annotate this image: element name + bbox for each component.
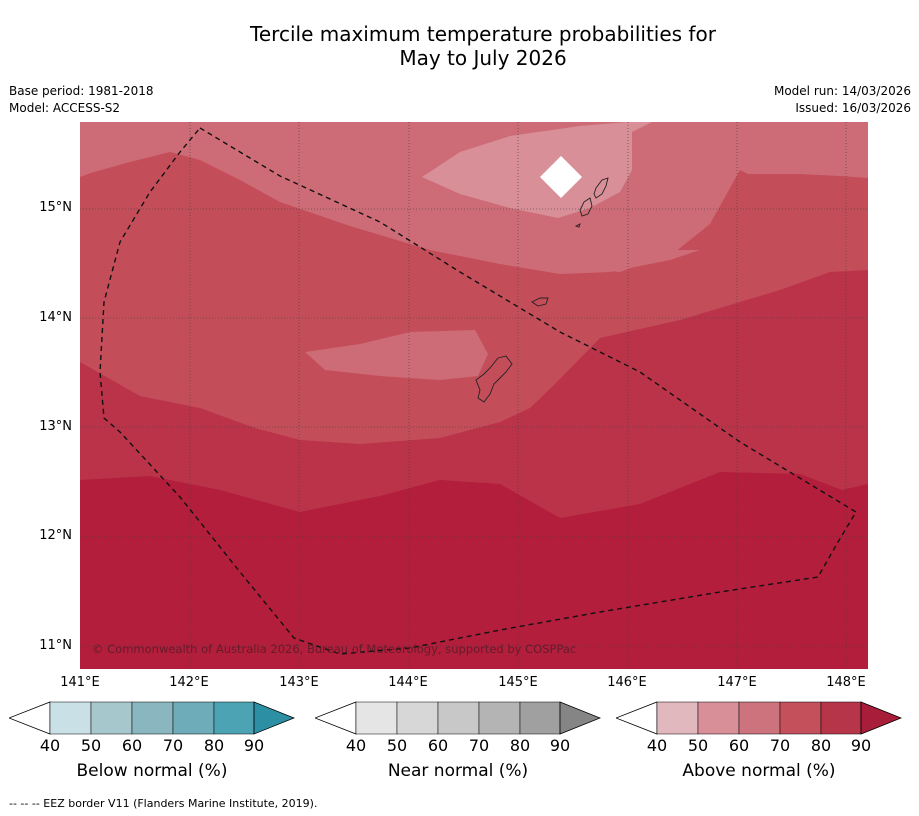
lon-label-145: 145°E [498, 675, 538, 690]
copyright-text: © Commonwealth of Australia 2026, Bureau… [92, 642, 576, 656]
island-guam [475, 355, 513, 403]
lon-label-143: 143°E [279, 675, 319, 690]
island-tinian [579, 197, 593, 217]
meta-right: Model run: 14/03/2026 Issued: 16/03/2026 [774, 83, 911, 117]
colorbar-above [616, 701, 902, 735]
island-rota [531, 297, 549, 307]
lon-label-142: 142°E [169, 675, 209, 690]
eez-border [99, 127, 857, 655]
cb-above-tick-50: 50 [687, 736, 709, 755]
cb-above-tick-80: 80 [810, 736, 832, 755]
cb-near-tick-90: 90 [549, 736, 571, 755]
colorbar-above-label: Above normal (%) [682, 761, 836, 781]
colorbar-below-label: Below normal (%) [76, 761, 228, 781]
meta-left: Base period: 1981-2018 Model: ACCESS-S2 [9, 83, 154, 117]
lat-label-11: 11°N [39, 638, 72, 653]
cb-near-tick-60: 60 [427, 736, 449, 755]
issued-date: Issued: 16/03/2026 [795, 101, 911, 115]
cb-below-tick-80: 80 [203, 736, 225, 755]
lat-label-13: 13°N [39, 419, 72, 434]
lon-label-144: 144°E [388, 675, 428, 690]
lat-label-15: 15°N [39, 200, 72, 215]
cb-above-tick-60: 60 [728, 736, 750, 755]
chart-title: Tercile maximum temperature probabilitie… [0, 22, 919, 70]
footnote-eez: -- -- -- EEZ border V11 (Flanders Marine… [9, 797, 318, 810]
lat-label-12: 12°N [39, 528, 72, 543]
cb-below-tick-70: 70 [162, 736, 184, 755]
title-line-1: Tercile maximum temperature probabilitie… [250, 22, 716, 46]
cb-below-tick-90: 90 [243, 736, 265, 755]
cb-near-tick-50: 50 [386, 736, 408, 755]
base-period: Base period: 1981-2018 [9, 84, 154, 98]
island-saipan [593, 177, 609, 199]
colorbar-near [315, 701, 601, 735]
lon-label-147: 147°E [717, 675, 757, 690]
cb-above-tick-90: 90 [850, 736, 872, 755]
cb-near-tick-80: 80 [509, 736, 531, 755]
no-data-diamond [540, 156, 582, 198]
island-aguijan [574, 223, 581, 228]
zone-above-60-island [305, 330, 488, 380]
cb-above-tick-70: 70 [769, 736, 791, 755]
lat-label-14: 14°N [39, 310, 72, 325]
model-name: Model: ACCESS-S2 [9, 101, 121, 115]
cb-near-tick-70: 70 [468, 736, 490, 755]
probability-map: © Commonwealth of Australia 2026, Bureau… [80, 122, 868, 669]
lon-label-141: 141°E [60, 675, 100, 690]
title-line-2: May to July 2026 [399, 46, 567, 70]
graticule [80, 122, 868, 669]
cb-above-tick-40: 40 [646, 736, 668, 755]
lon-label-146: 146°E [607, 675, 647, 690]
colorbar-near-label: Near normal (%) [387, 761, 529, 781]
cb-below-tick-40: 40 [39, 736, 61, 755]
cb-below-tick-60: 60 [121, 736, 143, 755]
cb-near-tick-40: 40 [345, 736, 367, 755]
cb-below-tick-50: 50 [80, 736, 102, 755]
lon-label-148: 148°E [826, 675, 866, 690]
model-run: Model run: 14/03/2026 [773, 84, 911, 98]
islands [475, 177, 609, 403]
colorbar-below [9, 701, 295, 735]
